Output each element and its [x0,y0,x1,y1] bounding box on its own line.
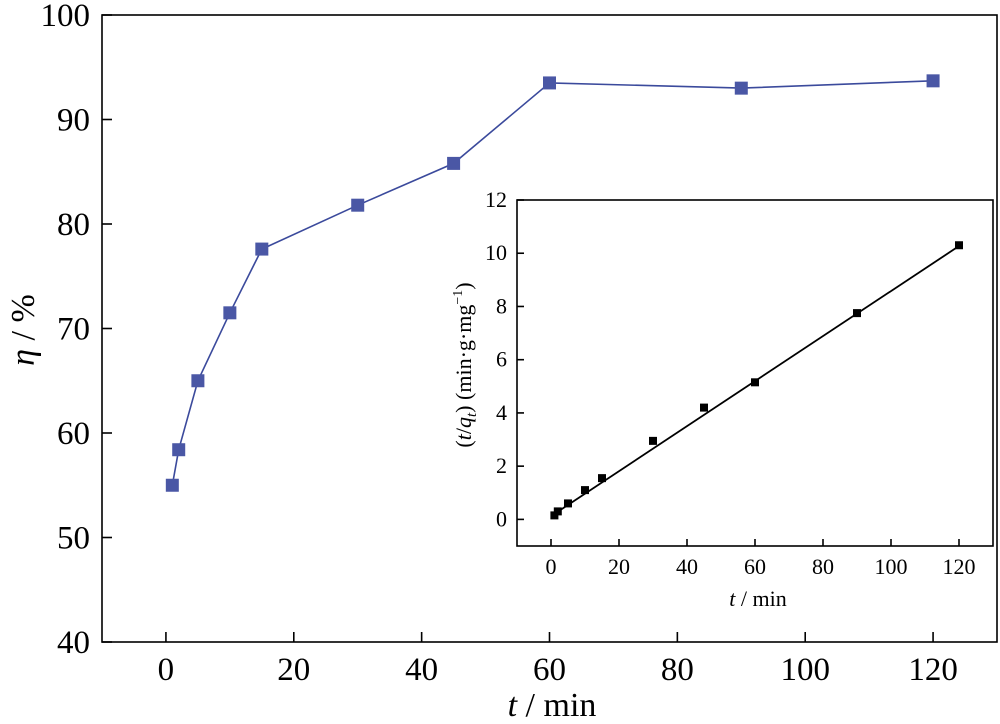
inset-data-point [598,474,606,483]
main-x-tick-label: 20 [277,652,310,688]
inset-x-tick-label: 40 [676,554,698,579]
main-y-tick-label: 50 [57,521,90,557]
inset-y-axis-title: (t/qt) (min·g·mg−1) [451,282,480,447]
inset-y-tick-label: 4 [496,400,507,425]
inset-data-point [553,507,562,516]
inset-x-tick-label: 20 [608,554,630,579]
inset-data-point [581,486,589,495]
inset-data-point [955,241,963,250]
main-data-point [172,443,186,457]
inset-data-point [853,309,861,318]
main-data-point [543,76,556,90]
inset-data-point [751,378,759,387]
inset-x-tick-label: 60 [744,554,766,579]
main-y-tick-label: 70 [57,312,90,348]
inset-y-tick-label: 8 [496,293,507,318]
main-x-tick-label: 0 [158,652,175,688]
main-data-point [165,478,179,492]
main-x-tick-label: 120 [908,652,958,688]
main-data-point [926,74,940,88]
main-series-line [171,80,934,486]
inset-data-point [649,436,657,445]
main-y-axis-title: η / % [5,294,42,366]
inset-background [517,200,993,546]
main-data-point [223,306,237,320]
main-x-tick-label: 60 [533,652,566,688]
main-x-tick-label: 40 [405,652,438,688]
inset-y-tick-label: 10 [485,240,507,265]
main-y-tick-label: 80 [57,207,90,243]
inset-series [550,241,963,520]
inset-x-tick-label: 80 [812,554,834,579]
main-x-tick-label: 80 [661,652,694,688]
inset-x-tick-label: 120 [943,554,976,579]
inset-data-point [564,499,572,508]
inset-x-tick-label: 0 [546,554,557,579]
main-y-tick-label: 100 [41,0,91,34]
inset-y-tick-label: 2 [496,453,507,478]
inset-data-point [700,403,708,412]
inset-y-tick-label: 12 [485,187,507,212]
main-y-tick-label: 60 [57,416,90,452]
main-data-point [255,242,269,256]
inset-x-axis-title: t / min [729,586,786,611]
main-data-point [351,198,365,212]
main-data-point [734,81,748,95]
inset-y-tick-label: 6 [496,347,507,372]
main-y-tick-label: 40 [57,625,90,661]
main-data-point [191,374,205,388]
main-series [165,74,940,492]
inset-ticks: 0 20 40 60 80 100 120 0 2 4 6 8 10 12 [485,187,976,579]
main-data-point [447,156,461,170]
inset-y-tick-label: 0 [496,506,507,531]
main-x-tick-label: 100 [780,652,830,688]
inset-x-tick-label: 100 [875,554,908,579]
main-y-tick-label: 90 [57,103,90,139]
main-x-axis-title: t / min [508,687,597,724]
